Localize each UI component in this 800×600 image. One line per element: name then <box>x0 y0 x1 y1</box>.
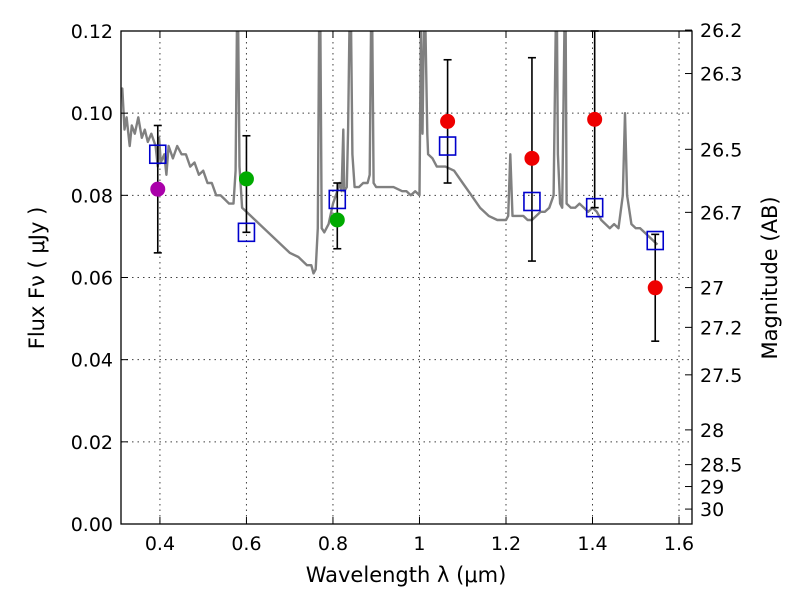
y-axis-ticks: 0.00 0.02 0.04 0.06 0.08 0.10 0.12 <box>71 21 128 536</box>
right-tick-label: 26.3 <box>700 64 742 86</box>
model-flux-square <box>438 136 457 156</box>
observed-flux-point <box>647 280 663 296</box>
model-flux-square <box>237 222 256 243</box>
x-tick-label: 1.6 <box>664 533 694 555</box>
x-axis-ticks: 0.4 0.6 0.8 1 1.2 1.4 1.6 <box>145 31 694 555</box>
observed-flux-point <box>150 181 166 197</box>
right-tick-label: 27.5 <box>700 365 742 387</box>
observed-flux-point <box>524 150 540 166</box>
y-tick-label: 0.12 <box>71 21 113 43</box>
right-tick-label: 28 <box>700 420 724 442</box>
model-flux-square <box>523 191 541 212</box>
sed-spectrum-line <box>121 31 659 275</box>
grid-lines <box>121 30 692 525</box>
error-bars <box>153 30 660 342</box>
x-tick-label: 1.4 <box>577 533 607 555</box>
observed-flux-points <box>150 111 663 296</box>
x-tick-label: 0.4 <box>145 533 175 555</box>
model-flux-points <box>148 136 665 251</box>
y-tick-label: 0.04 <box>71 350 113 372</box>
x-tick-label: 0.8 <box>318 533 348 555</box>
observed-flux-point <box>587 111 603 127</box>
y-tick-label: 0.06 <box>71 268 113 290</box>
x-axis-label: Wavelength λ (μm) <box>306 563 507 587</box>
model-flux-square <box>585 197 604 218</box>
y-tick-label: 0.02 <box>71 432 113 454</box>
model-flux-square <box>148 144 167 165</box>
sed-spectrum <box>121 31 659 275</box>
model-flux-square <box>646 230 665 251</box>
x-tick-label: 1 <box>413 533 425 555</box>
right-tick-label: 30 <box>700 499 724 521</box>
right-tick-label: 28.5 <box>700 455 742 477</box>
right-tick-label: 26.7 <box>700 202 742 224</box>
right-axis-label: Magnitude (AB) <box>758 196 782 359</box>
right-tick-label: 27 <box>700 278 724 300</box>
model-flux-square <box>328 189 347 210</box>
observed-flux-point <box>440 113 456 129</box>
x-tick-label: 0.6 <box>231 533 261 555</box>
right-tick-label: 27.2 <box>700 317 742 339</box>
y-tick-label: 0.08 <box>71 185 113 207</box>
observed-flux-point <box>238 171 254 187</box>
x-tick-label: 1.2 <box>491 533 521 555</box>
y-axis-label: Flux Fν ( μJy ) <box>25 207 49 350</box>
right-tick-label: 29 <box>700 477 724 499</box>
right-tick-label: 26.5 <box>700 139 742 161</box>
right-tick-label: 26.2 <box>700 20 742 42</box>
y-tick-label: 0.00 <box>71 514 113 536</box>
y-tick-label: 0.10 <box>71 103 113 125</box>
observed-flux-point <box>329 212 345 228</box>
